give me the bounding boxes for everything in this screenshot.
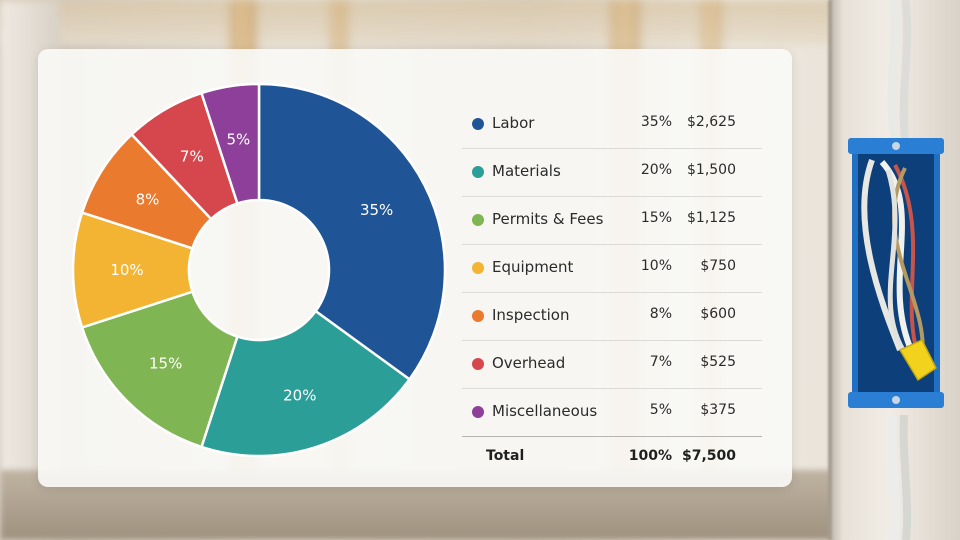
pie-slice-materials xyxy=(199,309,412,458)
legend-row: Permits & Fees 15% $1,125 xyxy=(462,197,762,245)
legend-row: Labor 35% $2,625 xyxy=(462,101,762,149)
legend-amount: $1,125 xyxy=(687,210,736,226)
legend-row: Miscellaneous 5% $375 xyxy=(462,389,762,436)
total-percent: 100% xyxy=(628,448,672,464)
pie-slice-permits-fees xyxy=(80,290,239,449)
legend-percent: 7% xyxy=(649,354,672,370)
legend-amount: $1,500 xyxy=(687,162,736,178)
drywall-edge xyxy=(828,0,832,540)
slice-label: 5% xyxy=(226,131,250,149)
slice-label: 7% xyxy=(180,147,204,165)
slice-label: 35% xyxy=(360,201,393,219)
background-ceiling xyxy=(0,0,960,45)
legend-label: Permits & Fees xyxy=(492,210,604,228)
pie-slice-miscellaneous xyxy=(199,82,261,206)
legend-percent: 20% xyxy=(640,162,672,178)
legend-label: Inspection xyxy=(492,306,570,324)
legend-percent: 35% xyxy=(640,114,672,130)
legend-label: Materials xyxy=(492,162,561,180)
slice-label: 8% xyxy=(136,190,160,208)
slice-label: 20% xyxy=(283,387,316,405)
legend-label: Labor xyxy=(492,114,535,132)
electrical-box-icon xyxy=(848,138,944,408)
legend-amount: $600 xyxy=(700,306,736,322)
total-amount: $7,500 xyxy=(681,448,736,464)
pie-slice-labor xyxy=(257,82,447,382)
legend-amount: $750 xyxy=(700,258,736,274)
legend-row: Inspection 8% $600 xyxy=(462,293,762,341)
legend-percent: 8% xyxy=(649,306,672,322)
legend-total-row: Total 100% $7,500 xyxy=(462,436,762,477)
legend-percent: 10% xyxy=(640,258,672,274)
legend-amount: $2,625 xyxy=(687,114,736,130)
total-label: Total xyxy=(486,448,525,464)
legend-table: Labor 35% $2,625 Materials 20% $1,500 Pe… xyxy=(462,101,762,477)
legend-amount: $525 xyxy=(700,354,736,370)
legend-swatch xyxy=(472,310,484,322)
legend-amount: $375 xyxy=(700,402,736,418)
donut-chart: 35% 20% 15% 10% 8% 7% 5% xyxy=(71,82,447,458)
legend-label: Overhead xyxy=(492,354,566,372)
wires-icon xyxy=(886,0,912,540)
legend-swatch xyxy=(472,262,484,274)
legend-label: Miscellaneous xyxy=(492,402,598,420)
legend-swatch xyxy=(472,166,484,178)
legend-swatch xyxy=(472,118,484,130)
legend-swatch xyxy=(472,406,484,418)
legend-swatch xyxy=(472,214,484,226)
slice-label: 10% xyxy=(110,261,143,279)
chart-card: 35% 20% 15% 10% 8% 7% 5% Labor 35% $2,625 Mate… xyxy=(38,49,792,487)
legend-row: Materials 20% $1,500 xyxy=(462,149,762,197)
legend-swatch xyxy=(472,358,484,370)
legend-row: Overhead 7% $525 xyxy=(462,341,762,389)
legend-percent: 5% xyxy=(649,402,672,418)
legend-label: Equipment xyxy=(492,258,574,276)
wire-nut-icon xyxy=(898,339,937,382)
legend-percent: 15% xyxy=(640,210,672,226)
legend-row: Equipment 10% $750 xyxy=(462,245,762,293)
slice-label: 15% xyxy=(149,354,182,372)
